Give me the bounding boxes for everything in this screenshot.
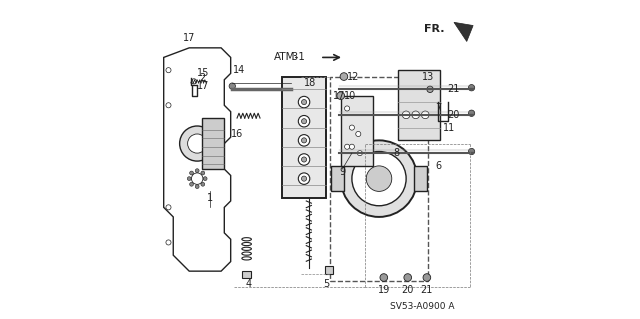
Circle shape [204,177,207,181]
Text: ATM-1: ATM-1 [274,52,306,63]
Text: 15: 15 [197,68,210,78]
Text: 19: 19 [378,285,390,295]
Circle shape [468,110,475,116]
Circle shape [166,240,171,245]
Circle shape [427,86,433,93]
Polygon shape [454,22,473,41]
Circle shape [423,274,431,281]
Text: 6: 6 [435,161,441,171]
Bar [202,118,224,169]
Text: 21: 21 [420,285,433,295]
Text: 18: 18 [303,78,316,88]
Text: 11: 11 [443,122,455,133]
Text: 17: 17 [197,81,210,91]
Text: 3: 3 [291,52,298,63]
Circle shape [403,111,410,119]
Polygon shape [164,48,230,271]
Text: 13: 13 [422,71,435,82]
Text: 8: 8 [394,148,399,158]
Circle shape [298,173,310,184]
Circle shape [195,169,199,173]
Bar [324,266,333,274]
Bar [330,77,428,281]
Circle shape [344,144,349,149]
Text: SV53-A0900 A: SV53-A0900 A [390,302,454,311]
Bar [398,70,440,140]
Circle shape [301,119,307,124]
Circle shape [349,144,355,149]
Bar [242,271,252,278]
Circle shape [188,177,191,181]
Circle shape [340,140,417,217]
Text: 21: 21 [447,84,460,94]
Circle shape [191,173,203,184]
Circle shape [189,171,193,175]
Circle shape [201,182,205,186]
Circle shape [301,138,307,143]
Circle shape [229,83,236,89]
Bar [282,77,326,198]
Text: 17: 17 [183,33,195,43]
Circle shape [188,134,207,153]
Circle shape [468,85,475,91]
Circle shape [166,103,171,108]
Circle shape [301,176,307,181]
Circle shape [298,96,310,108]
Circle shape [344,106,349,111]
Text: 4: 4 [245,279,252,289]
Circle shape [195,185,199,189]
Circle shape [201,171,205,175]
Text: 12: 12 [348,71,360,82]
Circle shape [191,79,196,84]
Text: 20: 20 [401,285,414,295]
Circle shape [356,131,361,137]
Circle shape [404,274,412,281]
Bar [414,166,427,191]
Circle shape [301,157,307,162]
Text: 17: 17 [333,91,346,101]
Text: FR.: FR. [424,24,444,34]
Circle shape [301,100,307,105]
Circle shape [349,125,355,130]
Circle shape [422,111,429,119]
Circle shape [468,148,475,155]
Text: 10: 10 [344,91,356,101]
Circle shape [298,135,310,146]
Circle shape [340,73,348,80]
Circle shape [166,205,171,210]
Text: 5: 5 [323,279,330,289]
Bar [331,166,344,191]
Circle shape [337,92,344,100]
Circle shape [380,274,388,281]
Bar [340,96,372,166]
Text: 9: 9 [339,167,346,177]
Text: 16: 16 [231,129,243,139]
Circle shape [180,126,215,161]
Text: 14: 14 [232,65,244,75]
Circle shape [189,182,193,186]
Circle shape [366,166,392,191]
Circle shape [352,152,406,206]
Circle shape [298,154,310,165]
Circle shape [166,68,171,73]
Circle shape [298,115,310,127]
Text: 2: 2 [199,73,205,83]
Circle shape [412,111,420,119]
Circle shape [357,151,362,156]
Text: 7: 7 [435,103,441,114]
Text: 20: 20 [447,110,460,120]
Text: 1: 1 [207,193,213,203]
